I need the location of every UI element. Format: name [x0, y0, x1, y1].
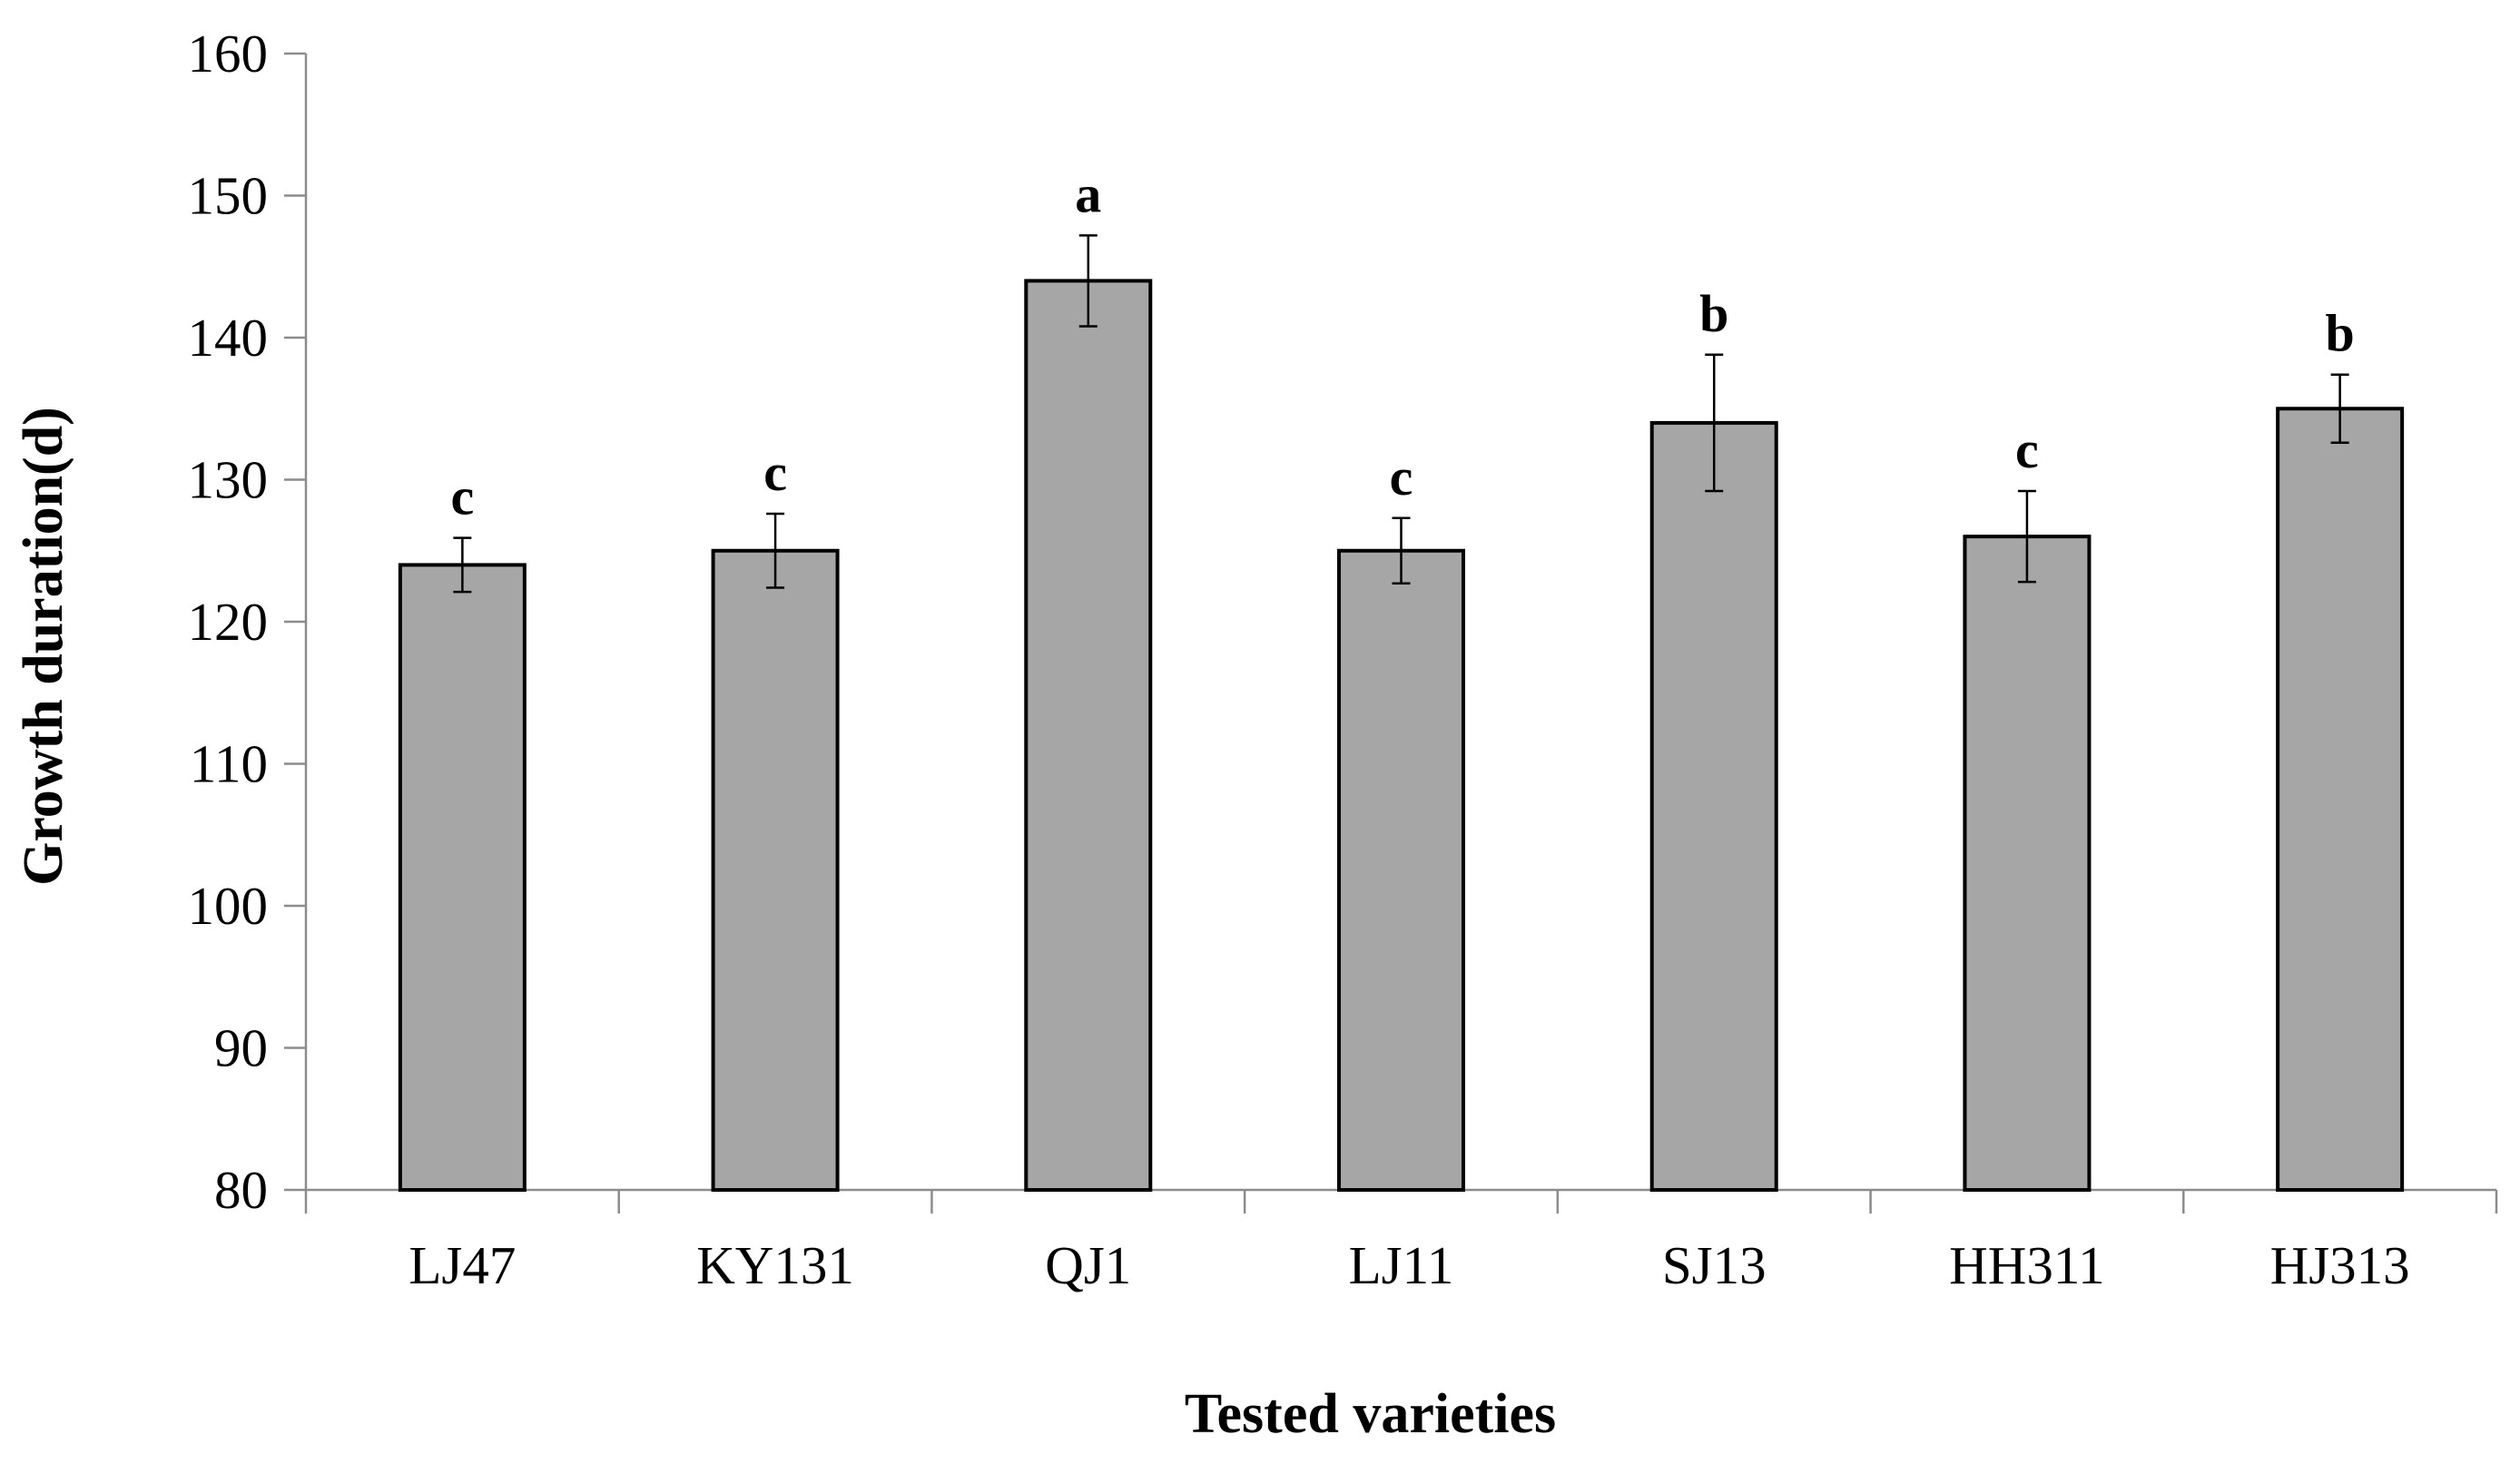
significance-label: c [1390, 447, 1413, 506]
bar [1963, 535, 2092, 1192]
y-tick-label: 150 [188, 166, 269, 226]
y-tick-label: 120 [188, 592, 269, 652]
y-tick-label: 130 [188, 450, 269, 510]
significance-label: b [2326, 304, 2355, 363]
significance-label: c [450, 467, 474, 526]
x-tick-label: KY131 [696, 1235, 854, 1295]
y-tick-label: 100 [188, 876, 269, 936]
y-axis-title: Growth duration(d) [13, 407, 74, 886]
error-bars [453, 234, 2349, 594]
y-tick-label: 90 [214, 1018, 268, 1078]
x-tick-label: SJ13 [1662, 1235, 1767, 1295]
x-tick-label: LJ11 [1349, 1235, 1454, 1295]
bar [1024, 279, 1153, 1192]
labels: c LJ47 c KY131 a QJ1 c LJ11 b SJ13 c HH311 b HJ313 [409, 164, 2409, 1295]
bars [398, 279, 2405, 1192]
x-tick-label: HH311 [1949, 1235, 2105, 1295]
significance-label: a [1075, 164, 1101, 223]
bar [398, 563, 527, 1192]
bar [1337, 548, 1465, 1192]
x-tick-label: HJ313 [2270, 1235, 2410, 1295]
y-tick-label: 110 [190, 734, 268, 794]
significance-label: c [763, 443, 787, 502]
y-tick-label: 140 [188, 308, 269, 368]
significance-label: c [2015, 420, 2039, 479]
y-tick-label: 160 [188, 24, 269, 84]
x-axis-title: Tested varieties [1185, 1383, 1556, 1445]
bar [1649, 420, 1778, 1192]
y-tick-label: 80 [214, 1160, 268, 1220]
significance-label: b [1699, 284, 1728, 343]
axes: 80 90 100 110 120 130 140 150 160 [188, 24, 2498, 1220]
x-tick-label: LJ47 [409, 1235, 516, 1295]
bar [711, 548, 840, 1192]
x-tick-label: QJ1 [1045, 1235, 1131, 1295]
bar [2276, 407, 2405, 1192]
